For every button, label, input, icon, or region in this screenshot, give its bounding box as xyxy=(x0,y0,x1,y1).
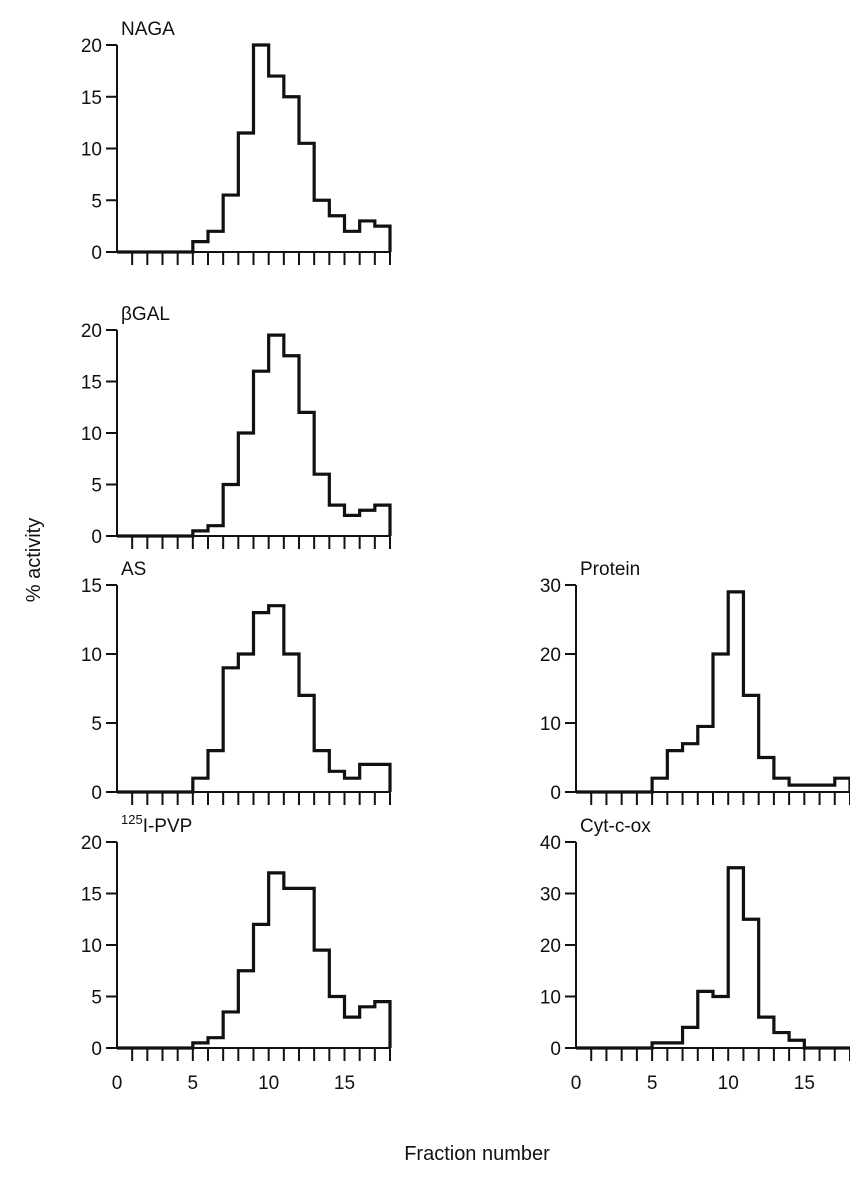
y-tick-label: 5 xyxy=(91,191,102,212)
series-line xyxy=(576,866,850,1050)
y-tick-label: 5 xyxy=(91,476,102,497)
y-tick-label: 10 xyxy=(81,645,102,666)
x-tick-label: 15 xyxy=(334,1073,355,1094)
x-tick-label: 10 xyxy=(258,1073,279,1094)
panel-title: 125I-PVP xyxy=(121,812,192,837)
panel-title: Cyt-c-ox xyxy=(580,816,651,837)
series-line xyxy=(117,43,392,254)
y-tick-label: 40 xyxy=(540,833,561,854)
panel-title: βGAL xyxy=(121,304,170,325)
y-tick-label: 10 xyxy=(81,140,102,161)
panel-title: AS xyxy=(121,559,146,580)
y-tick-label: 20 xyxy=(540,936,561,957)
y-tick-label: 0 xyxy=(91,243,102,264)
x-tick-label: 15 xyxy=(794,1073,815,1094)
x-tick-label: 0 xyxy=(571,1073,582,1094)
series-line xyxy=(117,333,392,538)
panel-title-text: I-PVP xyxy=(143,816,193,837)
y-tick-label: 15 xyxy=(81,88,102,109)
y-tick-label: 30 xyxy=(540,576,561,597)
chart-panel-6: 0 10 20 30 40 0 5 10 15 Cyt-c-ox xyxy=(540,816,850,1094)
panel-title: Protein xyxy=(580,559,640,580)
y-tick-label: 0 xyxy=(91,1039,102,1060)
y-tick-label: 0 xyxy=(91,783,102,804)
panel-title: NAGA xyxy=(121,19,175,40)
y-tick-label: 0 xyxy=(550,783,561,804)
chart-panel-2: 0 5 10 15 20 βGAL xyxy=(81,304,392,549)
chart-panel-1: 0 5 10 15 20 NAGA xyxy=(81,19,392,265)
y-tick-label: 10 xyxy=(81,936,102,957)
y-tick-label: 30 xyxy=(540,885,561,906)
y-tick-label: 10 xyxy=(81,424,102,445)
chart-panel-4: 0 10 20 30 Protein xyxy=(540,559,850,805)
y-tick-label: 0 xyxy=(91,527,102,548)
panel-title-superscript: 125 xyxy=(121,812,143,827)
x-tick-label: 0 xyxy=(112,1073,123,1094)
series-line xyxy=(117,604,392,794)
series-line xyxy=(576,590,850,794)
panels-group: 0 5 10 15 20 NAGA 0 5 10 15 20 βGAL 0 5 10 15 AS 0 10 20 30 P… xyxy=(81,19,850,1094)
y-tick-label: 15 xyxy=(81,885,102,906)
x-tick-label: 10 xyxy=(718,1073,739,1094)
y-tick-label: 20 xyxy=(81,321,102,342)
x-tick-label: 5 xyxy=(188,1073,199,1094)
chart-panel-5: 0 5 10 15 20 0 5 10 15 125I-PVP xyxy=(81,812,392,1094)
x-axis-label: Fraction number xyxy=(404,1143,550,1165)
y-tick-label: 5 xyxy=(91,714,102,735)
y-axis-label: % activity xyxy=(23,518,45,602)
y-tick-label: 0 xyxy=(550,1039,561,1060)
y-tick-label: 10 xyxy=(540,714,561,735)
y-tick-label: 10 xyxy=(540,988,561,1009)
y-tick-label: 20 xyxy=(540,645,561,666)
y-tick-label: 15 xyxy=(81,576,102,597)
chart-panel-3: 0 5 10 15 AS xyxy=(81,559,392,805)
y-tick-label: 20 xyxy=(81,36,102,57)
y-tick-label: 5 xyxy=(91,988,102,1009)
y-tick-label: 15 xyxy=(81,373,102,394)
y-tick-label: 20 xyxy=(81,833,102,854)
x-tick-label: 5 xyxy=(647,1073,658,1094)
series-line xyxy=(117,871,392,1050)
